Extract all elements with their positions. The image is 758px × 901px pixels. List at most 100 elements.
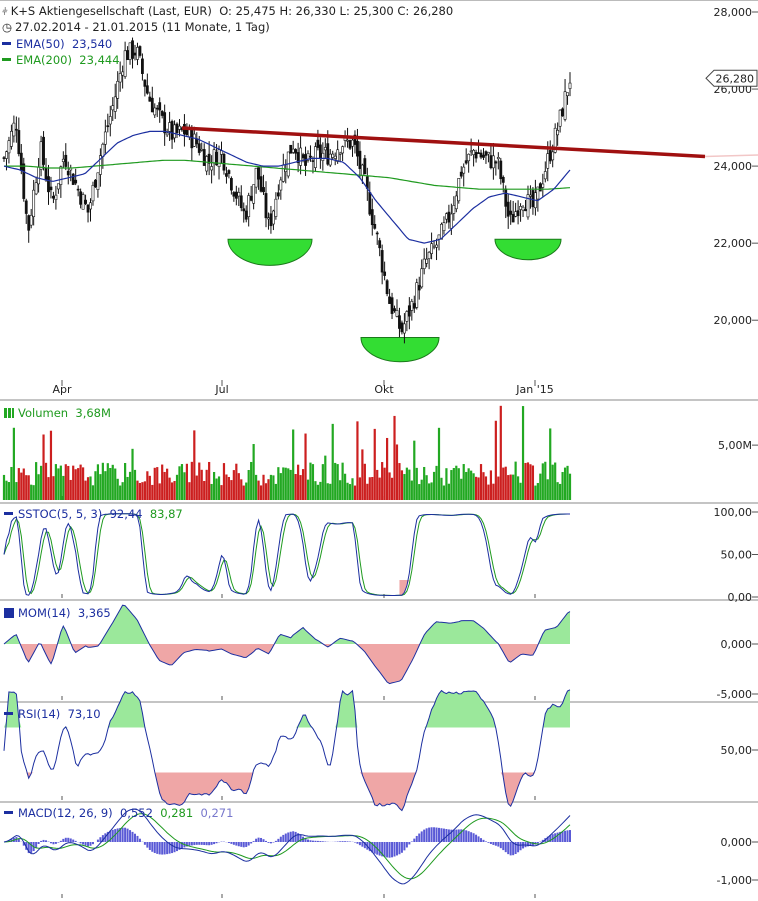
candle — [267, 212, 270, 230]
candle-body — [474, 152, 478, 159]
volume-bar — [250, 461, 253, 500]
volume-bar — [72, 465, 75, 500]
macd-hist-bar — [529, 842, 532, 846]
volume-bar — [551, 464, 554, 500]
macd-hist-bar — [484, 841, 487, 842]
volume-bar — [521, 406, 525, 500]
candle — [299, 136, 302, 175]
macd-hist-bar — [304, 838, 307, 842]
volume-bar — [450, 470, 453, 500]
sstoc-tick-2: 0,00 — [728, 591, 753, 604]
macd-hist-bar — [129, 830, 132, 842]
volume-bar — [432, 471, 436, 500]
macd-hist-bar — [247, 842, 250, 846]
volume-bar — [153, 467, 156, 500]
candle — [98, 148, 102, 187]
macd-hist-bar — [124, 827, 127, 842]
candle-body — [289, 144, 293, 154]
sstoc-value-1: 92,44 — [109, 507, 143, 521]
candle-body — [321, 152, 325, 161]
macd-hist-bar — [203, 842, 206, 846]
volume-bar — [314, 481, 317, 500]
volume-bar — [563, 467, 567, 500]
macd-hist-bar — [440, 828, 443, 842]
candle-body — [373, 223, 377, 229]
macd-hist-bar — [180, 842, 183, 849]
volume-bar — [69, 479, 72, 500]
macd-histogram — [5, 827, 571, 858]
volume-bar — [37, 474, 40, 500]
macd-legend: MACD(12, 26, 9) 0,552 0,281 0,271 — [4, 806, 233, 820]
x-tick-label-1: Jul — [214, 383, 228, 396]
candle — [499, 157, 503, 185]
macd-hist-bar — [59, 840, 62, 842]
volume-bar — [119, 485, 122, 500]
candle-body — [242, 208, 246, 212]
candle-body — [521, 206, 525, 211]
volume-bar — [343, 473, 347, 500]
volume-bar — [94, 471, 97, 500]
macd-hist-bar — [472, 833, 475, 842]
macd-hist-bar — [200, 842, 203, 845]
candle-body — [509, 210, 513, 215]
volume-bar — [208, 461, 211, 500]
candle — [126, 46, 129, 61]
volume-bar — [297, 464, 300, 500]
volume-bar — [5, 480, 8, 500]
candle — [178, 119, 181, 137]
macd-hist-bar — [232, 842, 235, 845]
macd-hist-bar — [136, 835, 139, 842]
macd-hist-bar — [438, 827, 441, 842]
candle — [341, 145, 345, 162]
candle — [121, 65, 125, 89]
volume-bar — [289, 469, 292, 500]
candle-body — [299, 147, 302, 166]
candle-body — [222, 153, 226, 171]
candle-body — [227, 170, 231, 174]
candle-body — [264, 193, 268, 219]
y-tick-label-4: 28,000 — [714, 6, 753, 19]
volume-bar — [311, 464, 315, 500]
macd-hist-bar — [373, 842, 376, 854]
volume-bar — [437, 427, 441, 500]
macd-hist-bar — [450, 829, 453, 842]
candle — [368, 181, 372, 216]
candle-body — [353, 134, 357, 145]
candle-body — [19, 152, 23, 171]
macd-hist-bar — [240, 842, 243, 847]
volume-bar — [235, 463, 238, 500]
volume-tick-5m: 5,00M — [718, 439, 752, 452]
volume-bar — [205, 469, 208, 500]
candle-body — [207, 153, 211, 164]
candle — [504, 185, 508, 219]
candle — [338, 151, 342, 163]
macd-hist-bar — [27, 842, 30, 854]
volume-bar — [519, 482, 522, 500]
candle-body — [556, 130, 560, 136]
macd-hist-bar — [49, 842, 52, 844]
candle — [566, 92, 569, 105]
candle — [422, 248, 426, 275]
candle-body — [360, 164, 364, 176]
candle — [10, 124, 13, 150]
candle — [487, 151, 490, 163]
candle — [318, 137, 322, 169]
macd-hist-bar — [371, 842, 374, 853]
macd-hist-bar — [435, 827, 438, 842]
candle — [227, 169, 231, 179]
candle — [294, 148, 298, 160]
candle — [524, 199, 527, 212]
candle-body — [454, 195, 458, 210]
macd-hist-bar — [339, 841, 342, 842]
candle — [220, 141, 223, 164]
macd-hist-bar — [126, 828, 129, 842]
candle-body — [546, 153, 550, 169]
macd-hist-bar — [52, 842, 55, 845]
volume-bar — [20, 472, 23, 500]
macd-hist-bar — [556, 832, 559, 842]
macd-hist-bar — [467, 831, 470, 842]
candle-body — [252, 184, 256, 204]
candle — [516, 200, 520, 225]
candle — [563, 79, 567, 122]
candle — [94, 179, 97, 188]
